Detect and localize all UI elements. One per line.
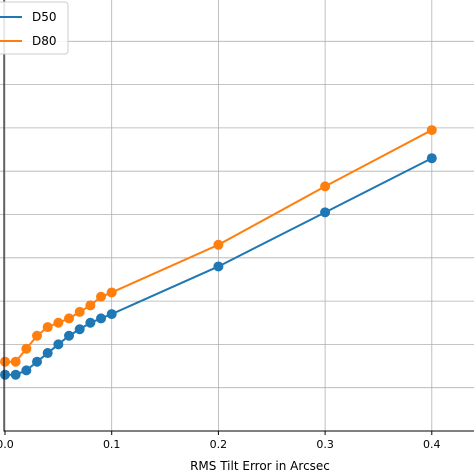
legend-label-d80: D80 [32,34,57,48]
data-point-d50 [85,317,96,328]
x-tick-label: 0.1 [103,438,121,451]
data-point-d50 [426,153,437,164]
data-point-d80 [64,313,75,324]
data-point-d80 [10,356,21,367]
series-d80 [0,125,437,367]
data-point-d50 [10,369,21,380]
data-point-d50 [42,348,53,359]
data-point-d50 [64,330,75,341]
data-point-d80 [0,356,10,367]
data-point-d80 [106,287,117,298]
data-point-d50 [320,207,331,218]
legend-label-d50: D50 [32,10,57,24]
grid [0,0,474,431]
x-ticks: 0.0 0.1 0.2 0.3 0.4 [0,431,441,451]
data-point-d50 [0,369,10,380]
data-point-d80 [96,291,107,302]
data-point-d80 [32,330,43,341]
data-point-d50 [21,365,32,376]
x-tick-label: 0.3 [316,438,334,451]
data-point-d80 [85,300,96,311]
data-point-d50 [53,339,64,350]
data-point-d80 [74,306,85,317]
data-point-d50 [74,324,85,335]
data-point-d80 [426,125,437,136]
x-tick-label: 0.4 [423,438,441,451]
data-point-d80 [53,317,64,328]
legend: D50 D80 [0,1,69,55]
data-point-d50 [213,261,224,272]
axes [3,0,474,432]
x-axis-label: RMS Tilt Error in Arcsec [190,459,330,473]
series-d50 [0,153,437,380]
data-point-d80 [21,343,32,354]
plot-frame [3,0,474,432]
data-point-d80 [320,181,331,192]
series-layer [0,125,437,380]
x-tick-label: 0.0 [0,438,14,451]
data-point-d50 [106,309,117,320]
data-point-d50 [32,356,43,367]
x-tick-label: 0.2 [210,438,228,451]
data-point-d80 [213,239,224,250]
data-point-d50 [96,313,107,324]
data-point-d80 [42,322,53,333]
